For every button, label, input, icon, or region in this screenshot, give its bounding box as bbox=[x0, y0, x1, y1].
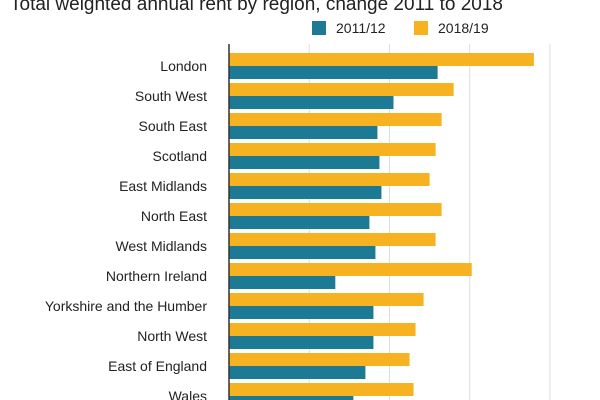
bar-2018-19 bbox=[229, 353, 410, 366]
bar-2011-12 bbox=[229, 396, 354, 400]
legend-swatch bbox=[312, 21, 326, 35]
category-label: North East bbox=[141, 208, 207, 224]
bar-2018-19 bbox=[229, 323, 416, 336]
bar-2011-12 bbox=[229, 96, 394, 109]
category-label: South West bbox=[135, 88, 207, 104]
legend-label: 2018/19 bbox=[438, 20, 489, 36]
category-label: London bbox=[160, 58, 207, 74]
bar-2011-12 bbox=[229, 126, 378, 139]
category-label: West Midlands bbox=[115, 238, 207, 254]
legend-label: 2011/12 bbox=[336, 20, 386, 36]
category-label: Northern Ireland bbox=[106, 268, 207, 284]
bar-2011-12 bbox=[229, 156, 380, 169]
bar-2018-19 bbox=[229, 113, 442, 126]
bar-2018-19 bbox=[229, 383, 414, 396]
category-label: North West bbox=[137, 328, 207, 344]
bar-2018-19 bbox=[229, 53, 534, 66]
bar-2018-19 bbox=[229, 83, 454, 96]
category-label: East Midlands bbox=[119, 178, 207, 194]
bar-2011-12 bbox=[229, 216, 370, 229]
category-label: East of England bbox=[108, 358, 207, 374]
bar-2011-12 bbox=[229, 366, 366, 379]
bar-2011-12 bbox=[229, 186, 382, 199]
category-label: South East bbox=[139, 118, 208, 134]
bar-2018-19 bbox=[229, 293, 424, 306]
bar-2011-12 bbox=[229, 276, 336, 289]
bar-2011-12 bbox=[229, 246, 376, 259]
bar-2011-12 bbox=[229, 336, 374, 349]
bar-2018-19 bbox=[229, 263, 472, 276]
bar-2011-12 bbox=[229, 66, 438, 79]
legend-swatch bbox=[414, 21, 428, 35]
chart-title: Total weighted annual rent by region, ch… bbox=[10, 0, 503, 15]
category-label: Scotland bbox=[153, 148, 207, 164]
category-label: Wales bbox=[169, 388, 207, 400]
bar-2011-12 bbox=[229, 306, 374, 319]
bar-2018-19 bbox=[229, 173, 430, 186]
bar-2018-19 bbox=[229, 233, 436, 246]
bar-2018-19 bbox=[229, 203, 442, 216]
category-label: Yorkshire and the Humber bbox=[45, 298, 207, 314]
bar-2018-19 bbox=[229, 143, 436, 156]
